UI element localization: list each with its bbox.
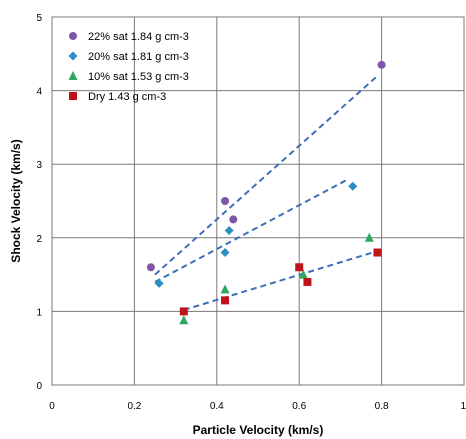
- legend-label: 10% sat 1.53 g cm-3: [88, 71, 189, 83]
- square-data-point: [295, 263, 304, 272]
- legend-diamond-marker: [68, 51, 78, 61]
- y-tick-label: 0: [36, 381, 42, 392]
- y-axis-title: Shock Velocity (km/s): [9, 139, 23, 262]
- x-tick-label: 0: [49, 401, 55, 412]
- legend-triangle-marker: [68, 71, 78, 80]
- x-tick-label: 0.6: [292, 401, 306, 412]
- diamond-data-point: [154, 278, 164, 288]
- gridlines: [52, 17, 464, 385]
- x-axis-title: Particle Velocity (km/s): [193, 423, 324, 437]
- legend-square-marker: [69, 92, 77, 100]
- plot-area: [51, 16, 465, 386]
- legend-label: 22% sat 1.84 g cm-3: [88, 31, 189, 43]
- diamond-data-point: [224, 225, 234, 235]
- circle-data-point: [221, 197, 230, 205]
- legend-label: 20% sat 1.81 g cm-3: [88, 51, 189, 63]
- legend-label: Dry 1.43 g cm-3: [88, 91, 166, 103]
- square-data-point: [303, 277, 312, 286]
- legend-circle-marker: [69, 32, 77, 40]
- y-tick-label: 1: [36, 307, 42, 318]
- diamond-data-point: [348, 181, 358, 191]
- trend-line: [183, 250, 378, 311]
- x-tick-label: 0.8: [375, 401, 389, 412]
- circle-data-point: [229, 215, 238, 224]
- y-tick-label: 2: [36, 234, 42, 245]
- diamond-data-point: [220, 248, 230, 258]
- triangle-data-point: [220, 284, 230, 294]
- data-points: [146, 60, 386, 325]
- legend: 22% sat 1.84 g cm-3 20% sat 1.81 g cm-3 10…: [68, 31, 189, 103]
- triangle-data-point: [179, 315, 189, 325]
- square-data-point: [221, 296, 230, 305]
- x-tick-label: 1: [460, 401, 466, 412]
- circle-data-point: [377, 60, 386, 69]
- x-axis-ticks: 0 0.2 0.4 0.6 0.8 1: [49, 401, 466, 412]
- y-tick-label: 5: [36, 13, 42, 24]
- square-data-point: [179, 307, 188, 316]
- x-tick-label: 0.4: [210, 401, 224, 412]
- y-axis-ticks: 0 1 2 3 4 5: [36, 13, 42, 392]
- x-tick-label: 0.2: [127, 401, 141, 412]
- square-data-point: [373, 248, 382, 257]
- trend-line: [154, 178, 350, 283]
- trend-lines: [154, 75, 379, 311]
- y-tick-label: 3: [36, 160, 42, 171]
- circle-data-point: [146, 263, 155, 272]
- y-tick-label: 4: [36, 87, 42, 98]
- triangle-data-point: [298, 269, 308, 279]
- triangle-data-point: [364, 232, 374, 242]
